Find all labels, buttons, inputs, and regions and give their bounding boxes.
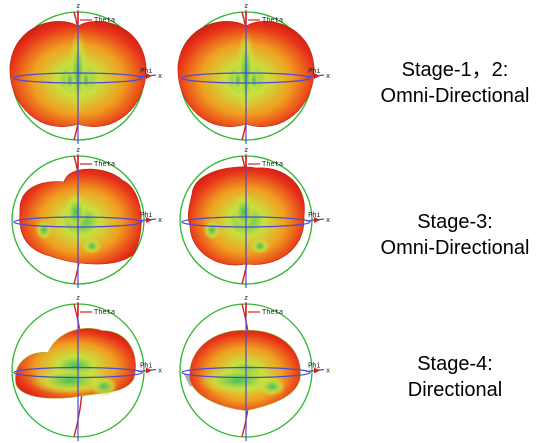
theta-label: Theta [94, 16, 115, 24]
pattern-null-zone [232, 192, 256, 232]
theta-label: Theta [262, 16, 283, 24]
radiation-pattern-stage4-right: Theta z Phi x [176, 296, 338, 441]
pattern-null-spot [250, 238, 270, 254]
phi-arrow [146, 73, 152, 79]
theta-label: Theta [262, 308, 283, 316]
phi-label: Phi [308, 362, 321, 370]
z-label: z [244, 148, 248, 154]
stage-4-label: Stage-4: Directional [360, 351, 550, 403]
pattern-null-spot [35, 220, 53, 240]
radiation-pattern-stage3-left: Theta z Phi x [8, 148, 170, 288]
stage-4-mode: Directional [407, 379, 503, 401]
z-label: z [244, 296, 248, 302]
phi-label: Phi [140, 362, 153, 370]
theta-label: Theta [94, 308, 115, 316]
pattern-null-spot [80, 66, 92, 94]
theta-label: Theta [262, 160, 283, 168]
pattern-null-spot [82, 238, 102, 254]
stage-3-label: Stage-3: Omni-Directional [360, 209, 550, 261]
phi-arrow [146, 217, 152, 223]
pattern-null-spot [64, 66, 76, 94]
pattern-null-spot [90, 376, 118, 397]
stage-1-2-mode: Omni-Directional [380, 85, 530, 107]
radiation-pattern-stage1-left: Theta z Phi x [8, 4, 170, 144]
z-label: z [76, 4, 80, 10]
pattern-null-zone [30, 366, 110, 395]
phi-arrow [314, 73, 320, 79]
phi-arrow [314, 367, 320, 374]
stage-3-mode: Omni-Directional [380, 237, 530, 259]
stage-1-2-title: Stage-1，2: [401, 59, 509, 81]
pattern-null-spot [258, 376, 286, 397]
radiation-pattern-stage1-right: Theta z Phi x [176, 4, 338, 144]
phi-arrow [314, 217, 320, 223]
z-label: z [244, 4, 248, 10]
phi-label: Phi [308, 67, 321, 75]
pattern-null-spot [232, 66, 244, 94]
x-label: x [158, 72, 162, 80]
phi-label: Phi [140, 67, 153, 75]
z-label: z [76, 148, 80, 154]
pattern-null-zone [198, 366, 278, 395]
z-label: z [76, 296, 80, 302]
pattern-null-spot [203, 220, 221, 240]
stage-4-title: Stage-4: [417, 353, 493, 375]
x-label: x [158, 367, 162, 375]
phi-label: Phi [308, 211, 321, 219]
phi-label: Phi [140, 211, 153, 219]
radiation-pattern-stage4-left: Theta z Phi x [8, 296, 170, 441]
pattern-null-spot [248, 66, 260, 94]
x-label: x [326, 72, 330, 80]
x-label: x [326, 367, 330, 375]
phi-arrow [146, 367, 152, 374]
x-label: x [158, 216, 162, 224]
radiation-pattern-stage3-right: Theta z Phi x [176, 148, 338, 288]
pattern-null-zone [64, 192, 88, 232]
theta-label: Theta [94, 160, 115, 168]
x-label: x [326, 216, 330, 224]
stage-1-2-label: Stage-1，2: Omni-Directional [360, 57, 550, 109]
stage-3-title: Stage-3: [417, 211, 493, 233]
